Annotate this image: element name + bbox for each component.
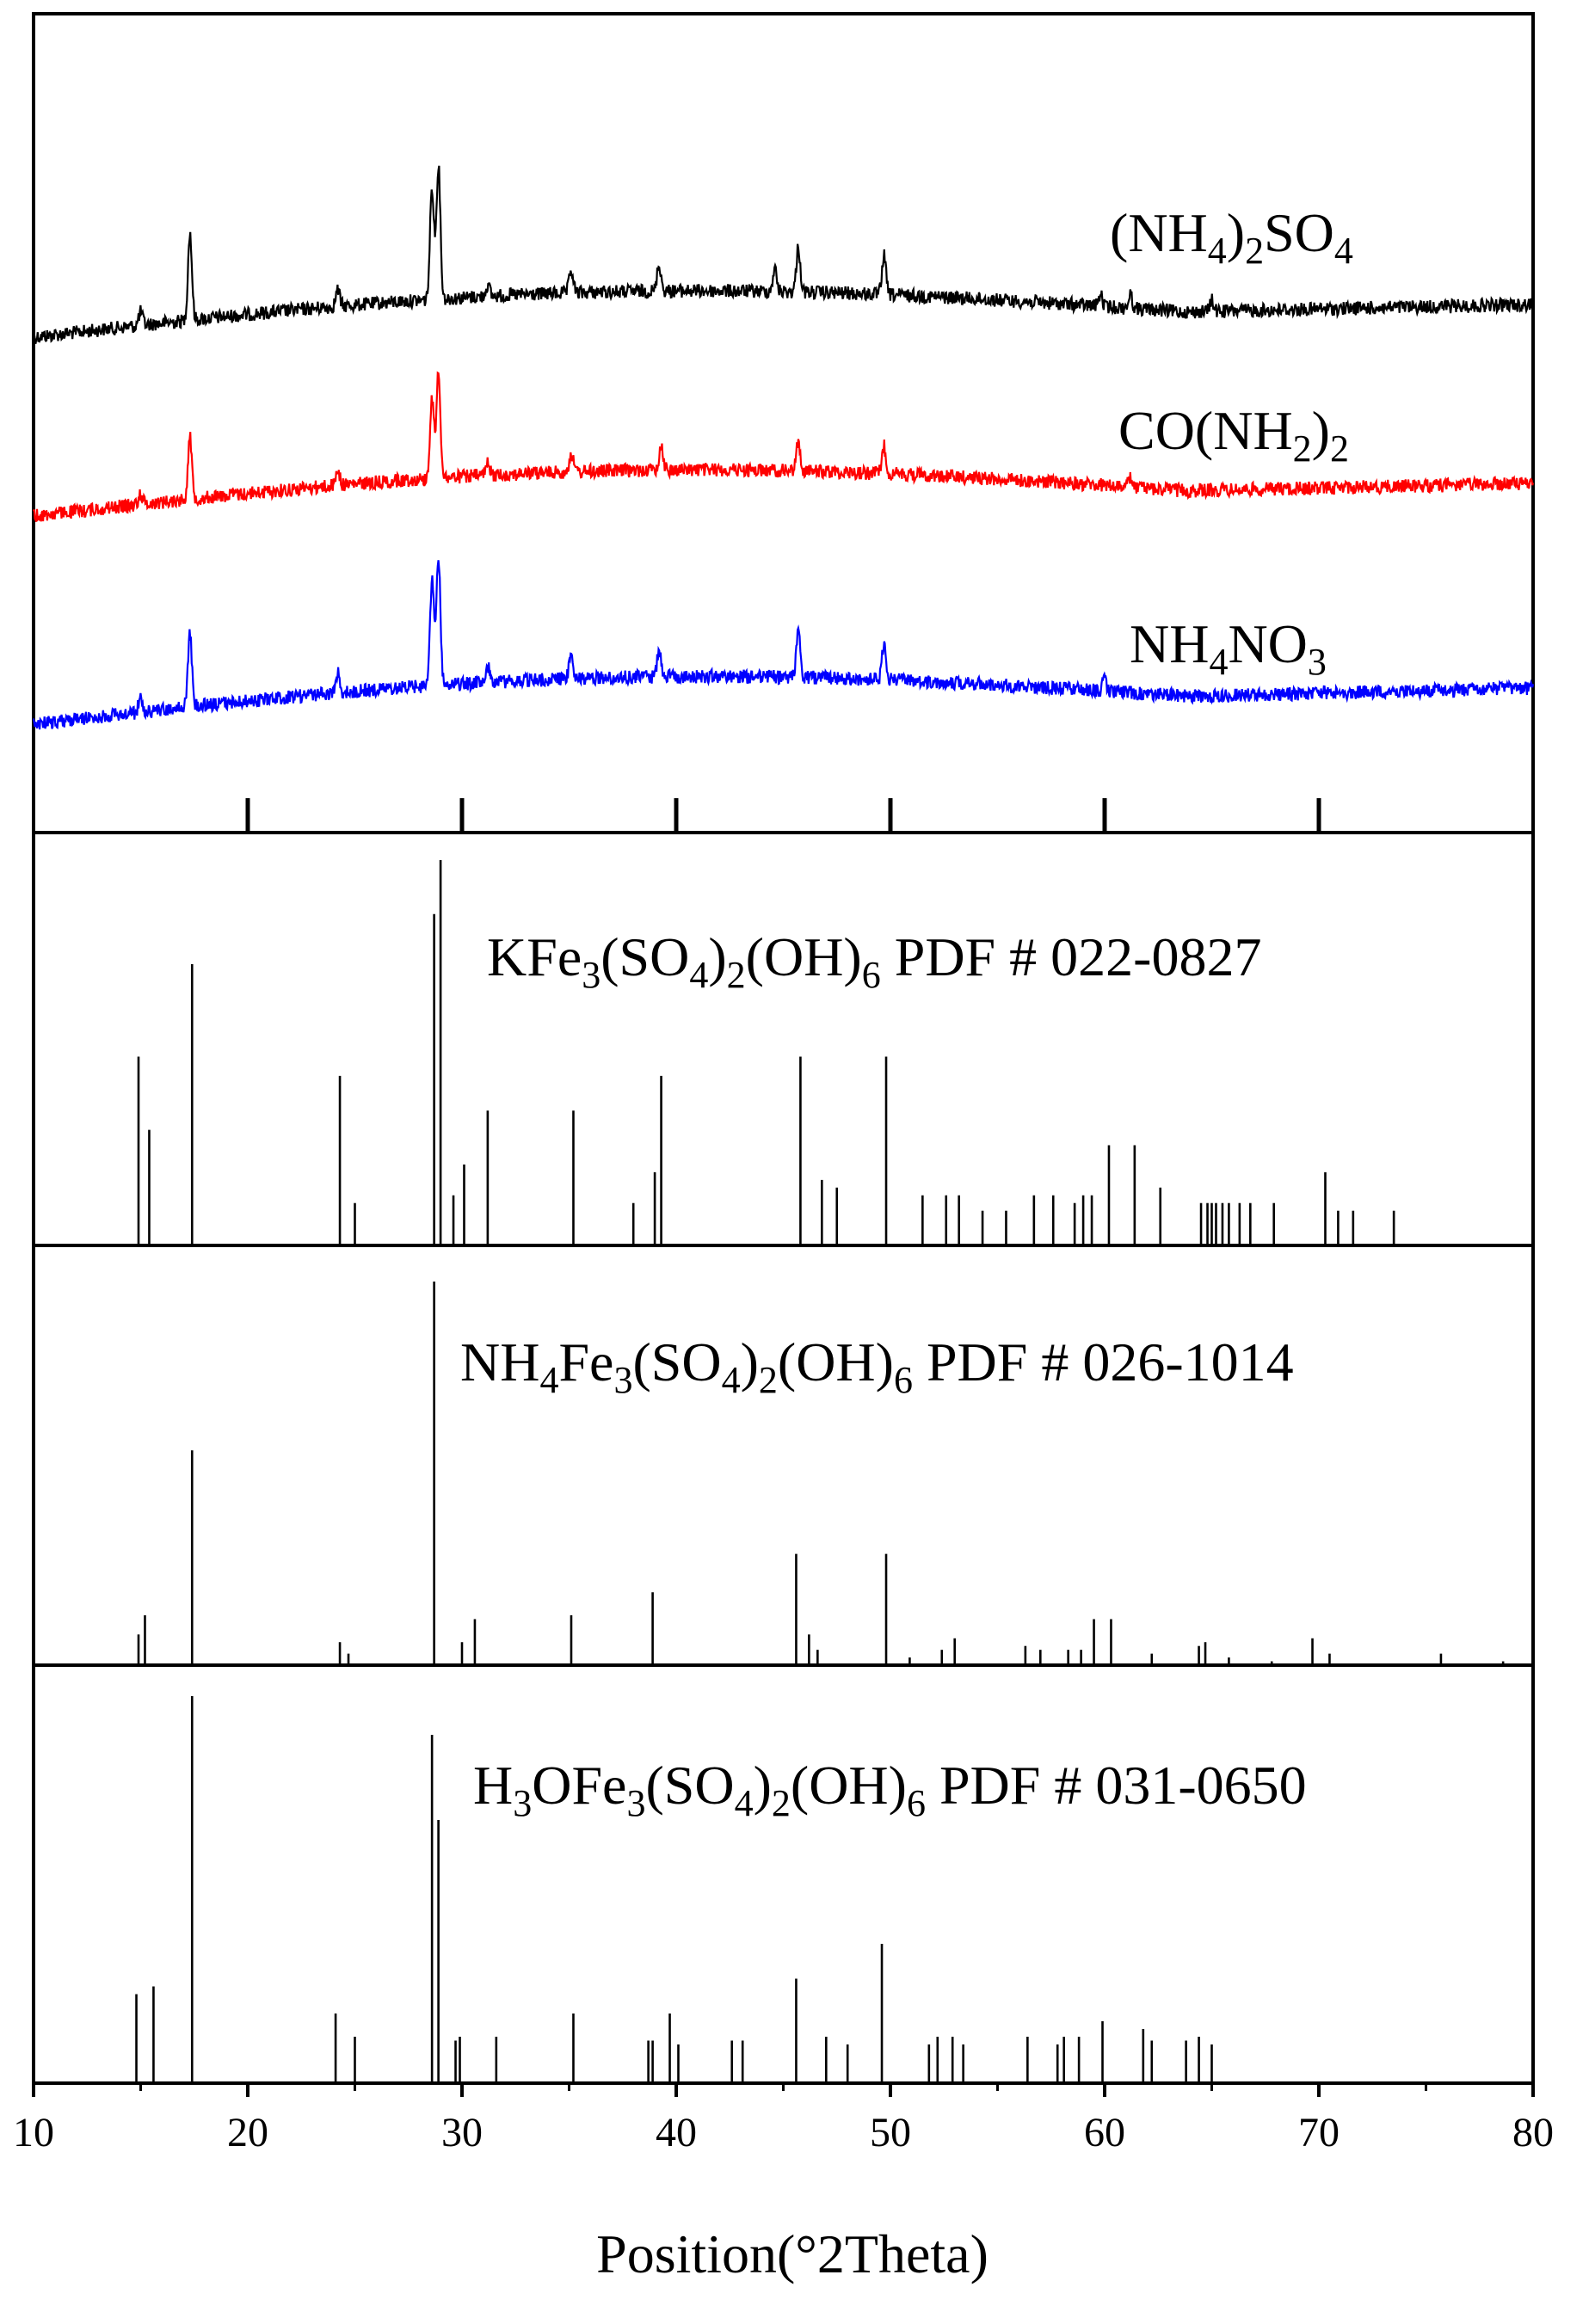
formula-text: )	[754, 1755, 772, 1816]
reference-label-2: H3OFe3(SO4)2(OH)6 PDF # 031-0650	[473, 1755, 1307, 1824]
formula-subscript: 3	[613, 1359, 632, 1401]
x-tick-label: 10	[13, 2110, 54, 2155]
series-label-ammonium-sulfate: (NH4)2SO4	[1110, 202, 1353, 272]
x-tick-label: 60	[1084, 2110, 1125, 2155]
formula-text: SO	[1264, 202, 1334, 263]
formula-subscript: 4	[689, 954, 708, 996]
formula-text: (OH)	[778, 1331, 894, 1393]
x-axis: 10 20 30 40 50 60 70 80	[13, 2083, 1554, 2155]
panel-frame	[32, 1663, 1535, 2085]
reference-panels: KFe3(SO4)2(OH)6 PDF # 022-0827NH4Fe3(SO4…	[135, 860, 1505, 2083]
formula-text: CO(NH	[1118, 400, 1293, 461]
panel-frames	[32, 12, 1535, 2085]
formula-subscript: 2	[759, 1359, 778, 1401]
formula-subscript: 2	[1245, 230, 1264, 272]
formula-subscript: 3	[1308, 641, 1327, 683]
formula-subscript: 6	[862, 954, 881, 996]
panel-frame	[32, 1244, 1535, 1667]
formula-text: PDF # 026-1014	[913, 1331, 1294, 1393]
formula-text: (OH)	[746, 926, 862, 987]
formula-subscript: 2	[772, 1782, 791, 1824]
reference-label-1: NH4Fe3(SO4)2(OH)6 PDF # 026-1014	[460, 1331, 1294, 1401]
formula-text: NH	[1130, 613, 1209, 674]
formula-text: (SO	[600, 926, 689, 987]
formula-subscript: 6	[907, 1782, 926, 1824]
formula-text: )	[1312, 400, 1330, 461]
x-tick-label: 30	[441, 2110, 483, 2155]
formula-text: (NH	[1110, 202, 1208, 263]
formula-text: (OH)	[791, 1755, 907, 1816]
formula-text: PDF # 022-0827	[881, 926, 1262, 987]
formula-text: PDF # 031-0650	[926, 1755, 1307, 1816]
reference-label-0: KFe3(SO4)2(OH)6 PDF # 022-0827	[487, 926, 1261, 996]
series-label-ammonium-nitrate: NH4NO3	[1130, 613, 1327, 683]
panel-frame	[32, 831, 1535, 1247]
x-tick-label: 70	[1298, 2110, 1340, 2155]
x-tick-label: 50	[870, 2110, 911, 2155]
formula-subscript: 2	[1293, 427, 1312, 470]
formula-text: Fe	[558, 1331, 613, 1393]
panel-frame	[32, 12, 1535, 834]
series-label-urea: CO(NH2)2	[1118, 400, 1349, 470]
x-tick-label: 80	[1512, 2110, 1554, 2155]
formula-subscript: 4	[1334, 230, 1353, 272]
x-tick-label: 40	[656, 2110, 697, 2155]
formula-subscript: 4	[1209, 641, 1228, 683]
trace-ammonium-sulfate	[32, 165, 1535, 344]
trace-ammonium-nitrate	[32, 560, 1535, 730]
formula-subscript: 6	[894, 1359, 913, 1401]
x-axis-label: Position(°2Theta)	[596, 2223, 989, 2284]
formula-subscript: 4	[539, 1359, 558, 1401]
x-tick-label: 20	[227, 2110, 268, 2155]
formula-subscript: 2	[727, 954, 746, 996]
formula-subscript: 4	[735, 1782, 754, 1824]
formula-text: (SO	[632, 1331, 721, 1393]
formula-subscript: 4	[1208, 230, 1227, 272]
trace-urea	[32, 371, 1535, 522]
formula-subscript: 3	[582, 954, 600, 996]
formula-text: )	[708, 926, 726, 987]
formula-text: )	[1227, 202, 1245, 263]
formula-text: H	[473, 1755, 513, 1816]
formula-text: (SO	[645, 1755, 734, 1816]
formula-text: KFe	[487, 926, 582, 987]
formula-text: NH	[460, 1331, 539, 1393]
formula-subscript: 3	[513, 1782, 532, 1824]
formula-text: OFe	[532, 1755, 626, 1816]
formula-text: )	[741, 1331, 759, 1393]
formula-text: NO	[1228, 613, 1307, 674]
formula-subscript: 3	[626, 1782, 645, 1824]
formula-subscript: 4	[722, 1359, 741, 1401]
formula-subscript: 2	[1330, 427, 1349, 470]
